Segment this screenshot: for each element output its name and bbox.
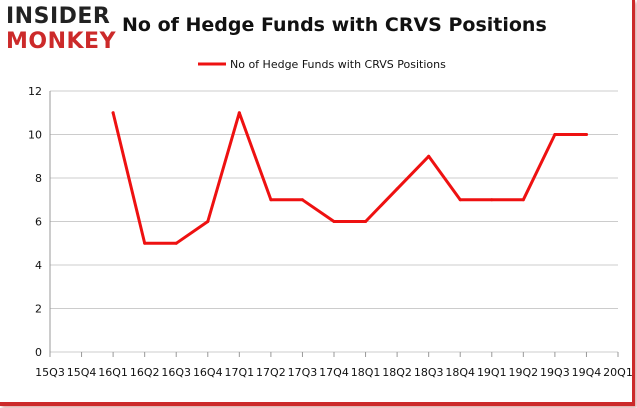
y-tick-label: 0 xyxy=(35,346,42,359)
x-tick-label: 18Q3 xyxy=(414,366,444,379)
y-tick-label: 12 xyxy=(28,85,42,98)
y-tick-label: 8 xyxy=(35,172,42,185)
x-tick-label: 17Q1 xyxy=(225,366,255,379)
x-tick-label: 16Q4 xyxy=(193,366,223,379)
data-point xyxy=(458,198,462,202)
data-point xyxy=(143,241,147,245)
y-tick-label: 4 xyxy=(35,259,42,272)
data-point xyxy=(174,241,178,245)
data-point xyxy=(584,133,588,136)
x-tick-label: 20Q1 xyxy=(603,366,632,379)
insider-monkey-logo: INSIDER MONKEY xyxy=(6,4,118,58)
x-tick-label: 17Q2 xyxy=(256,366,286,379)
x-tick-label: 19Q2 xyxy=(509,366,539,379)
y-tick-label: 10 xyxy=(28,129,42,142)
x-tick-label: 16Q2 xyxy=(130,366,160,379)
data-point xyxy=(237,111,241,115)
data-point xyxy=(332,220,336,223)
x-tick-label: 18Q1 xyxy=(351,366,381,379)
x-tick-label: 19Q1 xyxy=(477,366,507,379)
data-point xyxy=(427,154,431,158)
y-tick-label: 6 xyxy=(35,216,42,229)
data-point xyxy=(111,111,115,115)
data-point xyxy=(206,220,210,223)
logo-text-monkey: MONKEY xyxy=(6,29,117,54)
y-tick-label: 2 xyxy=(35,303,42,316)
series-layer xyxy=(111,111,588,245)
x-tick-label: 15Q3 xyxy=(35,366,65,379)
data-point xyxy=(395,187,399,191)
x-tick-label: 18Q2 xyxy=(382,366,412,379)
series-line xyxy=(111,111,588,245)
x-tick-label: 16Q3 xyxy=(161,366,191,379)
data-point xyxy=(300,198,304,202)
x-tick-label: 19Q3 xyxy=(540,366,570,379)
data-point xyxy=(521,198,525,202)
data-point xyxy=(269,198,273,202)
x-tick-label: 18Q4 xyxy=(445,366,475,379)
data-point xyxy=(490,198,494,202)
legend-label: No of Hedge Funds with CRVS Positions xyxy=(230,58,446,71)
data-point xyxy=(553,133,557,136)
chart-title: No of Hedge Funds with CRVS Positions xyxy=(122,14,547,36)
x-tick-label: 17Q4 xyxy=(319,366,349,379)
x-tick-label: 15Q4 xyxy=(67,366,97,379)
data-point xyxy=(364,220,368,223)
x-tick-label: 17Q3 xyxy=(288,366,318,379)
x-tick-label: 19Q4 xyxy=(572,366,602,379)
legend: No of Hedge Funds with CRVS Positions xyxy=(198,58,446,71)
x-tick-label: 16Q1 xyxy=(98,366,128,379)
logo-text-insider: INSIDER xyxy=(6,4,111,29)
